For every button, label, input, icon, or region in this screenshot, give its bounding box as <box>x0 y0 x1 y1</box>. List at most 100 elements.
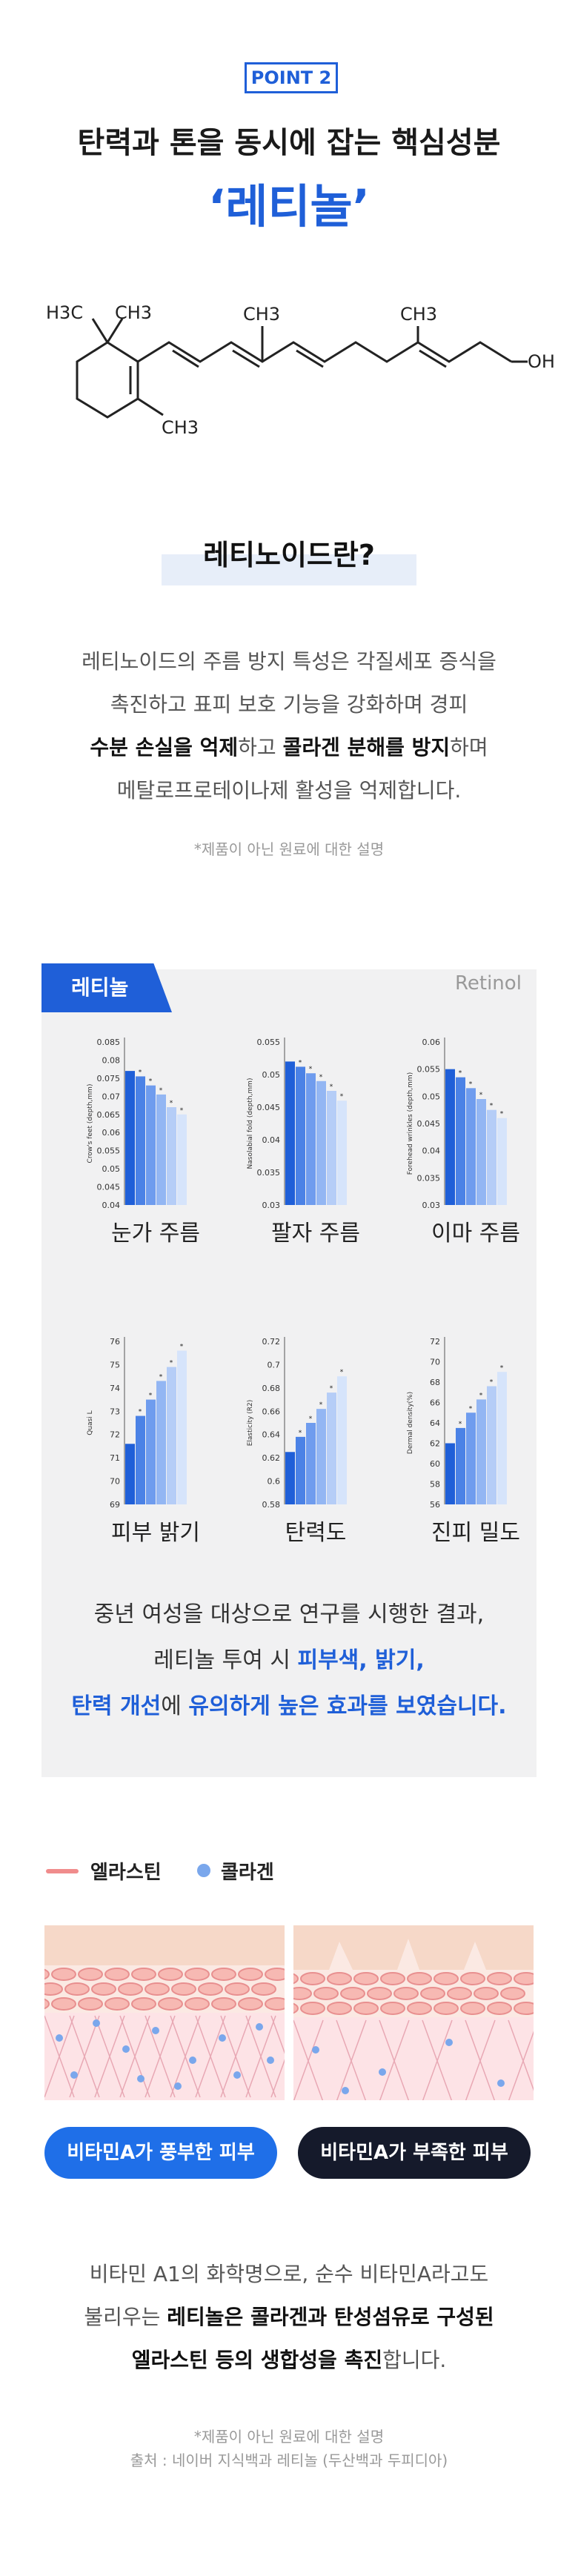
significance-marker: * <box>469 1080 473 1088</box>
chart-tick-label: 0.05 <box>262 1070 281 1080</box>
chart-category-label: 진피 밀도 <box>431 1520 520 1546</box>
retinol-molecule-diagram: H3C CH3 CH3 CH3 CH3 OH <box>46 302 555 438</box>
chart-bar <box>156 1381 166 1504</box>
chart-tick-label: 66 <box>430 1398 440 1408</box>
chart-bar <box>476 1099 486 1205</box>
emphasis-text: 엘라스틴 등의 생합성을 촉진 <box>131 2348 383 2372</box>
significance-marker: * <box>139 1409 142 1416</box>
retinoid-line: 메탈로프로테이나제 활성을 억제합니다. <box>116 778 462 803</box>
chart-category-label: 눈가 주름 <box>111 1221 200 1246</box>
chart-tick-label: 0.085 <box>97 1038 121 1047</box>
bar-chart-2: Nasolabial fold (depth,mm) 0.055 0.05 0.045… <box>247 1038 360 1246</box>
significance-marker: * <box>149 1392 153 1400</box>
chart-tick-label: 0.08 <box>102 1055 121 1065</box>
significance-marker: * <box>490 1103 494 1110</box>
chart-bar <box>177 1350 187 1504</box>
significance-marker: * <box>330 1385 333 1392</box>
chart-tick-label: 71 <box>110 1453 120 1463</box>
chart-tick-label: 56 <box>430 1500 440 1510</box>
chart-tick-label: 75 <box>110 1360 120 1370</box>
result-line: 레티놀 투여 시 피부색, 밝기, <box>0 1638 578 1684</box>
chart-bar <box>476 1399 486 1504</box>
chart-bar <box>306 1423 316 1504</box>
significance-marker: * <box>479 1392 483 1399</box>
ingredient-note: *제품이 아닌 원료에 대한 설명 <box>193 840 385 858</box>
chart-bar <box>156 1094 166 1205</box>
chart-tick-label: 0.6 <box>268 1477 281 1487</box>
chart-category-label: 이마 주름 <box>431 1221 520 1246</box>
chart-tick-label: 72 <box>110 1430 120 1440</box>
chart-tick-label: 0.035 <box>257 1168 281 1178</box>
plain-text: 합니다. <box>382 2348 447 2372</box>
chart-tick-label: 0.05 <box>102 1164 121 1174</box>
significance-marker: * <box>180 1107 184 1115</box>
chart-tick-label: 70 <box>430 1358 440 1367</box>
chart-y-label: Crow's feet (depth,mm) <box>87 1084 94 1163</box>
chart-bar <box>296 1066 305 1205</box>
chart-tick-label: 0.075 <box>97 1074 121 1083</box>
section-heading: 탄력과 톤을 동시에 잡는 핵심성분 <box>77 126 501 160</box>
chart-category-label: 피부 밝기 <box>111 1520 200 1546</box>
chart-tick-label: 0.06 <box>422 1038 441 1047</box>
chart-tick-label: 0.03 <box>262 1201 281 1210</box>
bar-chart-6: Dermal density(%) 72 70 68 66 64 62 60 58 56 * * * * *… <box>407 1337 520 1546</box>
retinoid-line: 촉진하고 표피 보호 기능을 강화하며 경피 <box>110 692 468 717</box>
chart-tick-label: 0.03 <box>422 1201 441 1210</box>
chart-bar <box>125 1071 135 1205</box>
section-heading-retinol: ‘레티놀’ <box>207 179 371 233</box>
retinoid-line: 레티노이드의 주름 방지 특성은 각질세포 증식을 <box>82 649 496 674</box>
significance-marker: * <box>459 1421 462 1428</box>
collagen-legend-label: 콜라겐 <box>221 1862 274 1884</box>
significance-marker: * <box>139 1069 142 1076</box>
chart-bar <box>316 1409 326 1504</box>
significance-marker: * <box>299 1430 302 1437</box>
chart-tick-label: 60 <box>430 1459 440 1469</box>
significance-marker: * <box>459 1070 462 1078</box>
plain-text: 하며 <box>450 735 488 760</box>
significance-marker: * <box>490 1379 494 1387</box>
collagen-legend-dot <box>197 1864 210 1877</box>
significance-marker: * <box>319 1074 323 1081</box>
chart-bar <box>136 1415 145 1504</box>
chart-tick-label: 0.66 <box>262 1407 281 1416</box>
significance-marker: * <box>180 1344 184 1351</box>
chart-bar <box>316 1080 326 1205</box>
result-line: 탄력 개선에 유의하게 높은 효과를 보였습니다. <box>0 1684 578 1730</box>
chart-tick-label: 58 <box>430 1480 440 1490</box>
chart-tick-label: 0.72 <box>262 1337 281 1347</box>
chart-tick-label: 0.035 <box>417 1173 441 1183</box>
molecule-label-oh: OH <box>528 351 555 372</box>
chart-bar <box>296 1436 305 1504</box>
chart-bar <box>497 1118 507 1205</box>
chart-bar <box>285 1061 295 1205</box>
chart-tick-label: 68 <box>430 1378 440 1387</box>
significance-marker: * <box>340 1093 344 1101</box>
chart-tick-label: 0.045 <box>257 1103 281 1112</box>
result-line: 중년 여성을 대상으로 연구를 시행한 결과, <box>93 1601 485 1627</box>
chart-tick-label: 0.7 <box>268 1360 281 1370</box>
significance-marker: * <box>299 1059 302 1066</box>
elastin-legend-line <box>46 1869 79 1873</box>
bar-chart-5: Elasticity (R2) 0.72 0.7 0.68 0.66 0.64 0.62 0.… <box>247 1337 347 1546</box>
rich-skin-illustration <box>44 1925 285 2100</box>
chart-y-label: Elasticity (R2) <box>247 1400 254 1447</box>
chart-tick-label: 69 <box>110 1500 120 1510</box>
chart-bar <box>445 1443 455 1504</box>
bar-chart-3: Forehead wrinkles (depth,mm) 0.06 0.055 0.0… <box>407 1038 520 1246</box>
chart-bar <box>167 1367 176 1504</box>
lacking-skin-pill: 비타민A가 부족한 피부 <box>298 2127 531 2179</box>
chart-bar <box>146 1399 156 1504</box>
chart-tick-label: 64 <box>430 1418 440 1428</box>
chart-bar <box>456 1077 465 1205</box>
chart-tick-label: 0.68 <box>262 1384 281 1393</box>
emphasis-text: 레티놀은 콜라겐과 탄성섬유로 구성된 <box>167 2305 494 2329</box>
significance-marker: * <box>330 1083 333 1091</box>
retinoid-description: 레티노이드의 주름 방지 특성은 각질세포 증식을 촉진하고 표피 보호 기능을… <box>0 640 578 812</box>
chart-tick-label: 0.055 <box>417 1065 441 1075</box>
chart-y-label: Forehead wrinkles (depth,mm) <box>407 1072 414 1175</box>
significance-marker: * <box>170 1100 173 1107</box>
significance-marker: * <box>319 1401 323 1409</box>
highlight-text: 유의하게 높은 효과를 보였습니다. <box>188 1693 507 1719</box>
chart-bar <box>497 1372 507 1504</box>
plain-text: 레티놀 투여 시 <box>153 1647 298 1673</box>
